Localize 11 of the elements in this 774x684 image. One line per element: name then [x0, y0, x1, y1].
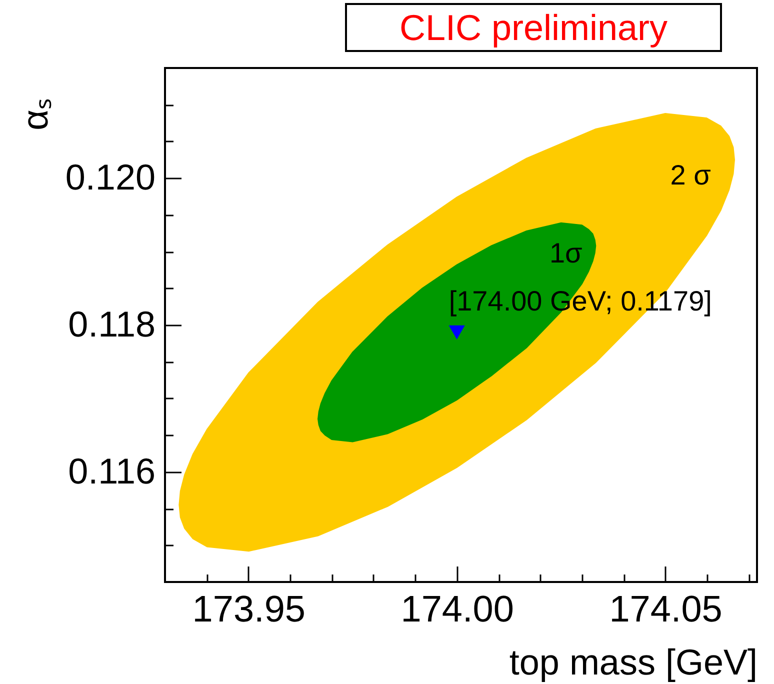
- x-tick-label: 173.95: [192, 588, 306, 630]
- chart-title: CLIC preliminary: [345, 3, 722, 52]
- series-label: 1σ: [549, 238, 582, 269]
- y-tick-label: 0.116: [68, 450, 156, 492]
- y-tick-label: 0.118: [68, 304, 156, 344]
- series-label: 2 σ: [670, 160, 711, 191]
- y-tick-label: 0.120: [65, 156, 156, 198]
- x-tick-label: 174.05: [609, 588, 722, 630]
- x-tick-label: 174.00: [400, 588, 514, 630]
- x-axis-title: top mass [GeV]: [509, 642, 758, 682]
- y-axis-title: αₛ: [14, 98, 56, 130]
